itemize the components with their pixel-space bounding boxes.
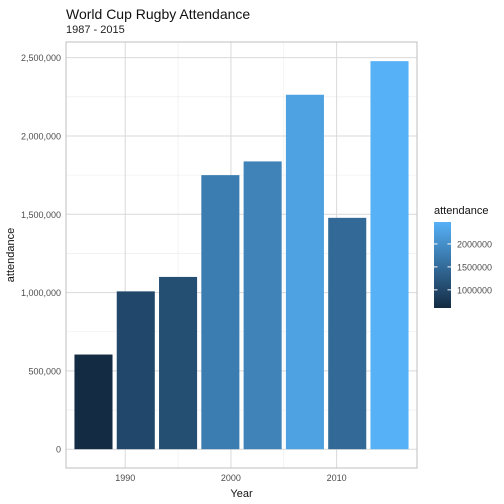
y-tick-label: 2,000,000 — [21, 131, 61, 141]
bar — [370, 61, 409, 450]
y-tick-label: 1,000,000 — [21, 288, 61, 298]
x-tick-label: 2010 — [327, 473, 347, 483]
legend-tick-label: 2000000 — [457, 239, 492, 249]
chart-title: World Cup Rugby Attendance — [66, 6, 251, 22]
chart-subtitle: 1987 - 2015 — [66, 24, 125, 36]
y-axis-title: attendance — [5, 228, 17, 282]
y-tick-label: 500,000 — [28, 366, 61, 376]
y-tick-label: 1,500,000 — [21, 210, 61, 220]
bar — [74, 354, 113, 450]
y-tick-label: 0 — [56, 445, 61, 455]
bar — [328, 217, 367, 450]
x-axis-title: Year — [230, 488, 253, 500]
legend-title: attendance — [434, 205, 488, 217]
legend-colorbar — [434, 222, 451, 308]
bar — [285, 94, 324, 450]
legend-tick-label: 1500000 — [457, 262, 492, 272]
y-tick-label: 2,500,000 — [21, 53, 61, 63]
bar — [159, 276, 198, 450]
legend-tick-label: 1000000 — [457, 285, 492, 295]
bar — [243, 161, 282, 450]
x-tick-label: 2000 — [221, 473, 241, 483]
bar — [116, 291, 155, 450]
bar — [201, 175, 240, 450]
panel-border — [65, 41, 418, 469]
x-tick-label: 1990 — [115, 473, 135, 483]
